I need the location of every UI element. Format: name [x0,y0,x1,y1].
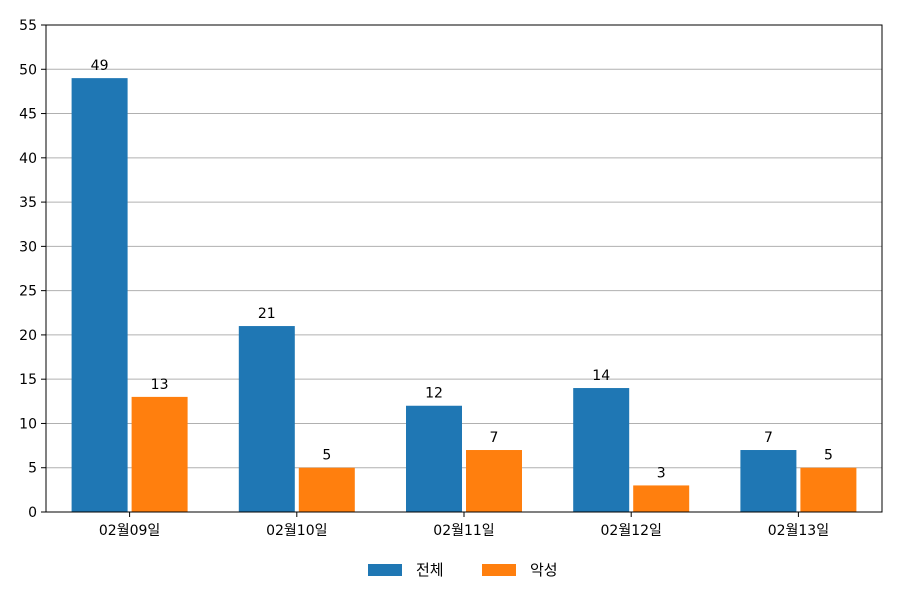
bar [740,450,797,512]
data-label: 3 [657,465,666,481]
x-tick-label: 02월11일 [433,523,494,539]
y-tick-label: 25 [19,284,37,300]
x-tick-label: 02월13일 [768,523,829,539]
y-tick-label: 55 [19,18,37,34]
data-label: 5 [322,448,331,464]
y-tick-label: 45 [19,107,37,123]
data-label: 49 [91,58,109,74]
y-tick-label: 40 [19,151,37,167]
y-tick-label: 50 [19,62,37,78]
x-tick-label: 02월09일 [99,523,160,539]
y-tick-label: 0 [28,505,37,521]
y-tick-label: 35 [19,195,37,211]
legend: 전체 악성 [368,561,558,579]
data-label: 12 [425,386,443,402]
bar [298,467,355,512]
bar [71,78,128,513]
data-label: 7 [764,430,773,446]
bar [406,405,462,512]
data-label: 21 [258,306,276,322]
bar [800,467,857,512]
bar [131,396,188,512]
y-axis: 0 5 10 15 20 25 30 35 40 45 50 55 [19,18,46,521]
bar [238,326,295,512]
bar-layer [71,78,857,513]
y-tick-label: 5 [28,461,37,477]
data-label: 5 [824,448,833,464]
legend-label: 전체 [416,561,444,579]
bar [573,388,630,512]
x-tick-label: 02월10일 [266,523,327,539]
data-label: 7 [490,430,499,446]
legend-swatch [482,564,516,576]
data-label: 14 [592,368,610,384]
x-axis: 02월09일 02월10일 02월11일 02월12일 02월13일 [99,512,829,539]
legend-swatch [368,564,402,576]
x-tick-label: 02월12일 [601,523,662,539]
data-label-layer: 49 13 21 5 12 7 14 3 7 5 [91,58,833,481]
y-tick-label: 10 [19,416,37,432]
y-tick-label: 30 [19,239,37,255]
bar [633,485,690,512]
bar [466,450,522,512]
data-label: 13 [151,377,169,393]
y-tick-label: 15 [19,372,37,388]
legend-label: 악성 [530,561,558,579]
y-tick-label: 20 [19,328,37,344]
